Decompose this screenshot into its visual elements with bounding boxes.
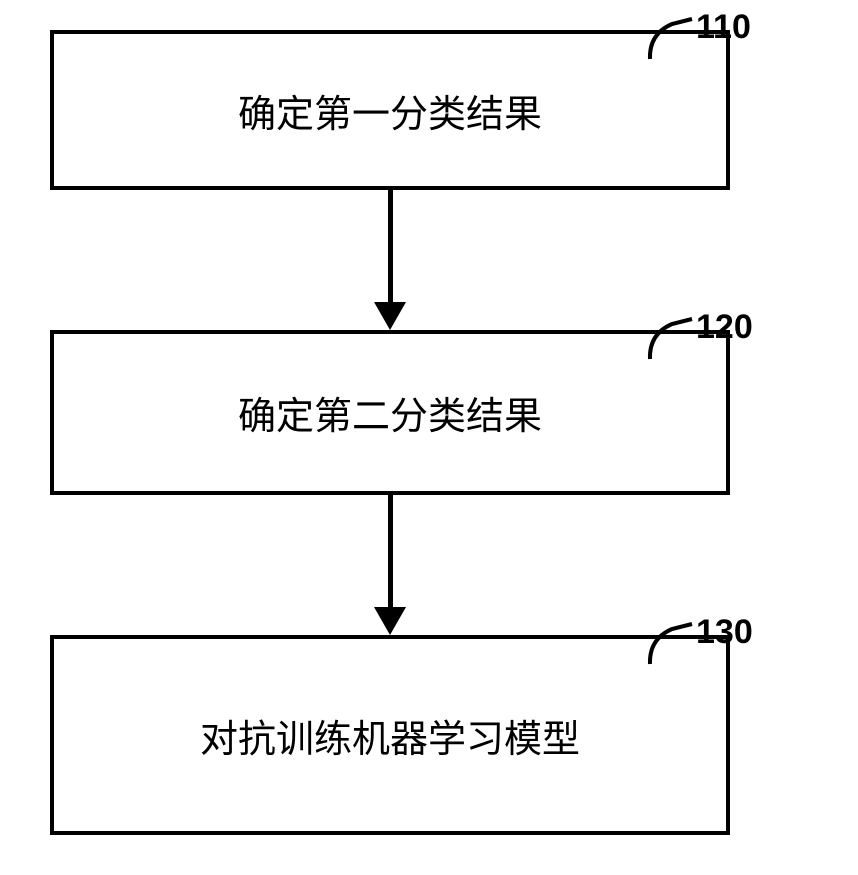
node-2-text: 确定第二分类结果	[238, 385, 542, 440]
node-2-label-group: 120	[644, 308, 753, 361]
node-2-curve	[644, 316, 694, 361]
node-2-step-number: 120	[696, 308, 753, 347]
node-3-label-group: 130	[644, 613, 753, 666]
flowchart-node-2: 确定第二分类结果 120	[50, 330, 730, 495]
node-1-curve	[644, 16, 694, 61]
node-1-label-group: 110	[644, 8, 751, 61]
node-3-text: 对抗训练机器学习模型	[200, 708, 580, 763]
node-1-text: 确定第一分类结果	[238, 83, 542, 138]
node-1-step-number: 110	[696, 8, 751, 47]
node-3-step-number: 130	[696, 613, 753, 652]
arrow-2-line	[388, 495, 393, 611]
flowchart-node-1: 确定第一分类结果 110	[50, 30, 730, 190]
flowchart-node-3: 对抗训练机器学习模型 130	[50, 635, 730, 835]
flowchart-container: 确定第一分类结果 110 确定第二分类结果 120	[50, 30, 810, 835]
arrow-1-head	[374, 302, 406, 330]
arrow-1	[50, 190, 730, 330]
arrow-2	[50, 495, 730, 635]
arrow-1-line	[388, 190, 393, 306]
arrow-2-head	[374, 607, 406, 635]
node-3-curve	[644, 621, 694, 666]
